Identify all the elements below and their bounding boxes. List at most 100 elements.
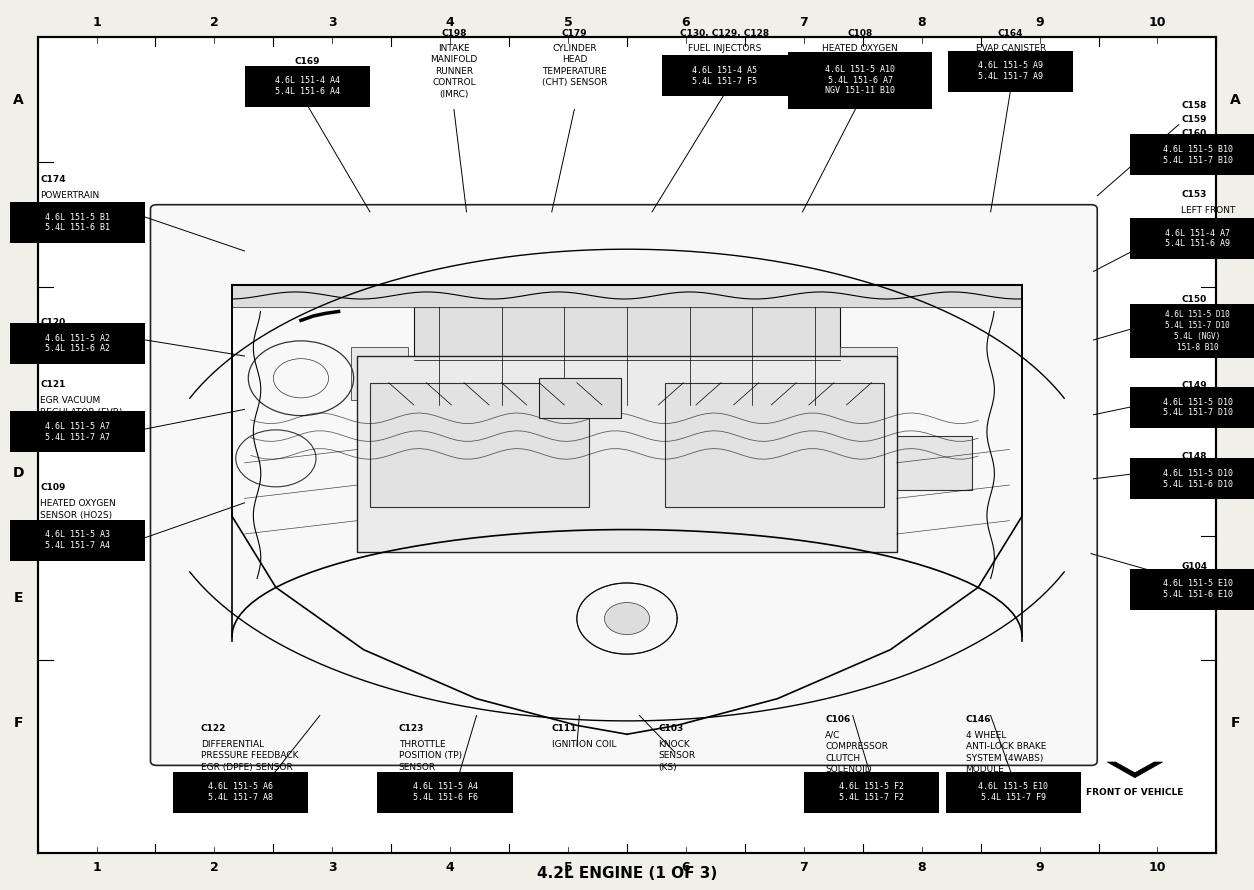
FancyBboxPatch shape (150, 205, 1097, 765)
Text: 4.6L 151-4 A5
5.4L 151-7 F5: 4.6L 151-4 A5 5.4L 151-7 F5 (692, 66, 757, 85)
Text: A: A (1230, 93, 1240, 107)
Text: 4.6L 151-5 A10
5.4L 151-6 A7
NGV 151-11 B10: 4.6L 151-5 A10 5.4L 151-6 A7 NGV 151-11 … (825, 65, 895, 95)
Text: SENSOR: SENSOR (399, 763, 436, 772)
Text: 4.6L 151-5 D10
5.4L 151-6 D10: 4.6L 151-5 D10 5.4L 151-6 D10 (1162, 469, 1233, 489)
Text: CONTROL: CONTROL (40, 203, 84, 212)
Text: 5: 5 (564, 16, 572, 28)
Text: EVAP CANISTER: EVAP CANISTER (976, 44, 1046, 53)
Text: E: E (14, 591, 24, 605)
Text: 4.6L 151-5 F2
5.4L 151-7 F2: 4.6L 151-5 F2 5.4L 151-7 F2 (839, 782, 904, 802)
Text: 9: 9 (1036, 16, 1043, 28)
Bar (357, 356, 897, 552)
Bar (464, 472, 539, 507)
Text: SENSOR (HO2S): SENSOR (HO2S) (40, 511, 113, 520)
Text: WHEEL 4WABS: WHEEL 4WABS (1181, 218, 1248, 227)
Text: (CHT) SENSOR: (CHT) SENSOR (542, 78, 607, 87)
Text: A/C: A/C (825, 731, 840, 740)
Bar (1130, 569, 1254, 610)
Bar (232, 285, 1022, 307)
Text: 4.6L 151-5 E10
5.4L 151-6 E10: 4.6L 151-5 E10 5.4L 151-6 E10 (1162, 579, 1233, 599)
Text: FUEL INJECTORS: FUEL INJECTORS (688, 44, 761, 53)
Text: C103: C103 (658, 724, 683, 732)
Text: ANTI-LOCK BRAKE: ANTI-LOCK BRAKE (966, 742, 1046, 751)
Text: 4.6L 151-5 A4
5.4L 151-6 F6: 4.6L 151-5 A4 5.4L 151-6 F6 (413, 782, 478, 802)
Text: 4: 4 (446, 16, 454, 28)
Text: D: D (1229, 466, 1241, 481)
Bar (173, 772, 308, 813)
Bar (351, 347, 408, 400)
Text: C150: C150 (1181, 295, 1206, 304)
Bar (377, 772, 513, 813)
Text: FRONT OF VEHICLE: FRONT OF VEHICLE (1086, 788, 1184, 797)
Text: 5: 5 (564, 862, 572, 874)
Bar (804, 772, 939, 813)
Text: SYSTEM (4WABS): SYSTEM (4WABS) (966, 754, 1043, 763)
Text: (IMRC): (IMRC) (439, 90, 469, 99)
Text: LEFT FRONT: LEFT FRONT (1181, 206, 1235, 215)
Text: HEAD: HEAD (562, 55, 587, 64)
Text: 3: 3 (329, 862, 336, 874)
Text: C: C (1230, 342, 1240, 356)
Text: 10: 10 (1149, 16, 1166, 28)
Bar (10, 202, 145, 243)
Text: E: E (1230, 591, 1240, 605)
Text: 2: 2 (211, 862, 218, 874)
Text: #6, #5, #4: #6, #5, #4 (700, 55, 750, 64)
Text: HEATED OXYGEN: HEATED OXYGEN (823, 44, 898, 53)
Text: 6: 6 (682, 16, 690, 28)
Bar (1130, 134, 1254, 175)
Polygon shape (1107, 762, 1162, 778)
Text: 10: 10 (1149, 862, 1166, 874)
Text: 4.6L 151-5 B10
5.4L 151-7 B10: 4.6L 151-5 B10 5.4L 151-7 B10 (1162, 145, 1233, 165)
Text: EGR (DPFE) SENSOR: EGR (DPFE) SENSOR (201, 763, 292, 772)
Text: SENSOR: SENSOR (1181, 230, 1219, 239)
Text: C121: C121 (40, 380, 65, 389)
Text: (KS): (KS) (658, 763, 677, 772)
Text: CLUTCH: CLUTCH (825, 754, 860, 763)
Bar (10, 323, 145, 364)
Text: MODULE: MODULE (966, 765, 1004, 774)
Text: 4.6L 151-5 E10
5.4L 151-7 F9: 4.6L 151-5 E10 5.4L 151-7 F9 (978, 782, 1048, 802)
Text: #11: #11 (40, 522, 59, 531)
Text: 4.2L ENGINE (1 OF 3): 4.2L ENGINE (1 OF 3) (537, 867, 717, 881)
Bar (539, 378, 621, 418)
Text: SOLENOID: SOLENOID (40, 419, 87, 428)
Text: 1: 1 (93, 16, 100, 28)
Text: 4.6L 151-4 A4
5.4L 151-6 A4: 4.6L 151-4 A4 5.4L 151-6 A4 (275, 77, 340, 96)
Text: 2: 2 (211, 16, 218, 28)
Text: 7: 7 (800, 16, 808, 28)
Text: B: B (1230, 217, 1240, 231)
Text: 8: 8 (918, 16, 925, 28)
Bar (665, 383, 884, 507)
Text: C179: C179 (562, 29, 587, 38)
Text: 4 WHEEL: 4 WHEEL (966, 731, 1006, 740)
Text: B: B (14, 217, 24, 231)
Text: C158: C158 (1181, 101, 1206, 109)
Text: G104: G104 (1181, 562, 1208, 571)
Text: 4.6L 151-5 D10
5.4L 151-7 D10: 4.6L 151-5 D10 5.4L 151-7 D10 (1162, 398, 1233, 417)
Text: C122: C122 (201, 724, 226, 732)
Text: 4.6L 151-5 A2
5.4L 151-6 A2: 4.6L 151-5 A2 5.4L 151-6 A2 (45, 334, 110, 353)
Text: 6: 6 (682, 862, 690, 874)
Bar (1130, 218, 1254, 259)
Bar (715, 472, 790, 507)
Text: C111: C111 (552, 724, 577, 732)
Text: POWERTRAIN: POWERTRAIN (40, 191, 99, 200)
Text: C109: C109 (40, 483, 65, 492)
Text: EGR VACUUM: EGR VACUUM (40, 396, 100, 405)
Text: C169: C169 (295, 57, 320, 66)
Bar (878, 436, 972, 490)
Bar (840, 347, 897, 400)
Text: 4.6L 151-5 A6
5.4L 151-7 A8: 4.6L 151-5 A6 5.4L 151-7 A8 (208, 782, 273, 802)
Text: C108: C108 (848, 29, 873, 38)
Text: 4.6L 151-5 A9
5.4L 151-7 A9: 4.6L 151-5 A9 5.4L 151-7 A9 (978, 61, 1043, 81)
Text: C123: C123 (399, 724, 424, 732)
Text: IGNITION COIL: IGNITION COIL (552, 740, 616, 748)
Text: SOLENOID: SOLENOID (825, 765, 872, 774)
Text: C106: C106 (825, 715, 850, 724)
Text: C148: C148 (1181, 452, 1206, 461)
Text: 3: 3 (329, 16, 336, 28)
Bar (789, 52, 933, 109)
Bar (1130, 387, 1254, 428)
Bar (1130, 304, 1254, 358)
